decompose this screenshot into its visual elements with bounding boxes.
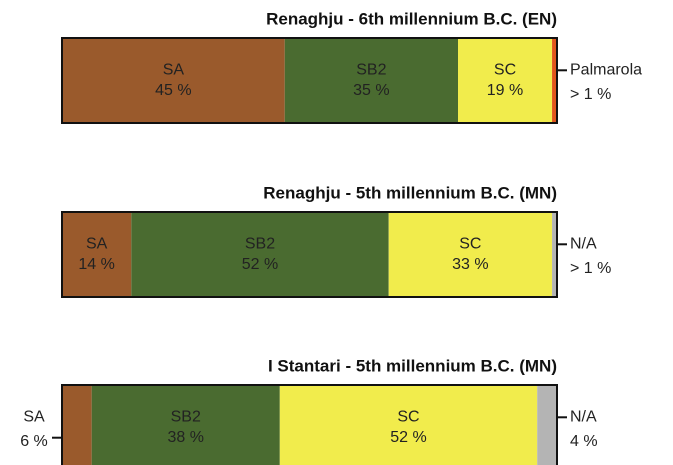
bar-segment xyxy=(62,38,285,123)
segment-name: N/A xyxy=(570,236,597,253)
segment-name: N/A xyxy=(570,409,597,426)
segment-name: SB2 xyxy=(171,409,201,426)
bar-segment xyxy=(458,38,553,123)
bar-segment xyxy=(537,385,557,465)
chart-title: I Stantari - 5th millennium B.C. (MN) xyxy=(268,356,557,375)
bar-segment xyxy=(91,385,280,465)
chart-title: Renaghju - 5th millennium B.C. (MN) xyxy=(263,183,557,202)
bar-segment xyxy=(279,385,538,465)
segment-value: 45 % xyxy=(155,82,191,99)
bar-border xyxy=(61,384,558,465)
segment-value: 38 % xyxy=(168,429,204,446)
segment-value: 14 % xyxy=(78,256,114,273)
segment-name: SB2 xyxy=(356,62,386,79)
segment-name: Palmarola xyxy=(570,62,642,79)
segment-value: > 1 % xyxy=(570,86,611,103)
bar-segment xyxy=(284,38,458,123)
bar-segment xyxy=(552,38,557,123)
segment-name: SC xyxy=(494,62,516,79)
segment-name: SA xyxy=(23,409,45,426)
segment-value: > 1 % xyxy=(570,260,611,277)
segment-value: 4 % xyxy=(570,433,598,450)
bar-segment xyxy=(131,212,389,297)
segment-name: SC xyxy=(459,236,481,253)
segment-name: SC xyxy=(397,409,419,426)
bar-border xyxy=(61,211,558,298)
segment-value: 19 % xyxy=(487,82,523,99)
segment-name: SA xyxy=(163,62,185,79)
bar-segment xyxy=(552,212,557,297)
bar-segment xyxy=(388,212,553,297)
segment-value: 6 % xyxy=(20,433,48,450)
bar-segment xyxy=(62,385,92,465)
bar-border xyxy=(61,37,558,124)
segment-value: 52 % xyxy=(390,429,426,446)
segment-name: SA xyxy=(86,236,108,253)
segment-value: 52 % xyxy=(242,256,278,273)
segment-name: SB2 xyxy=(245,236,275,253)
segment-value: 33 % xyxy=(452,256,488,273)
bar-segment xyxy=(62,212,132,297)
segment-value: 35 % xyxy=(353,82,389,99)
chart-title: Renaghju - 6th millennium B.C. (EN) xyxy=(266,9,557,28)
